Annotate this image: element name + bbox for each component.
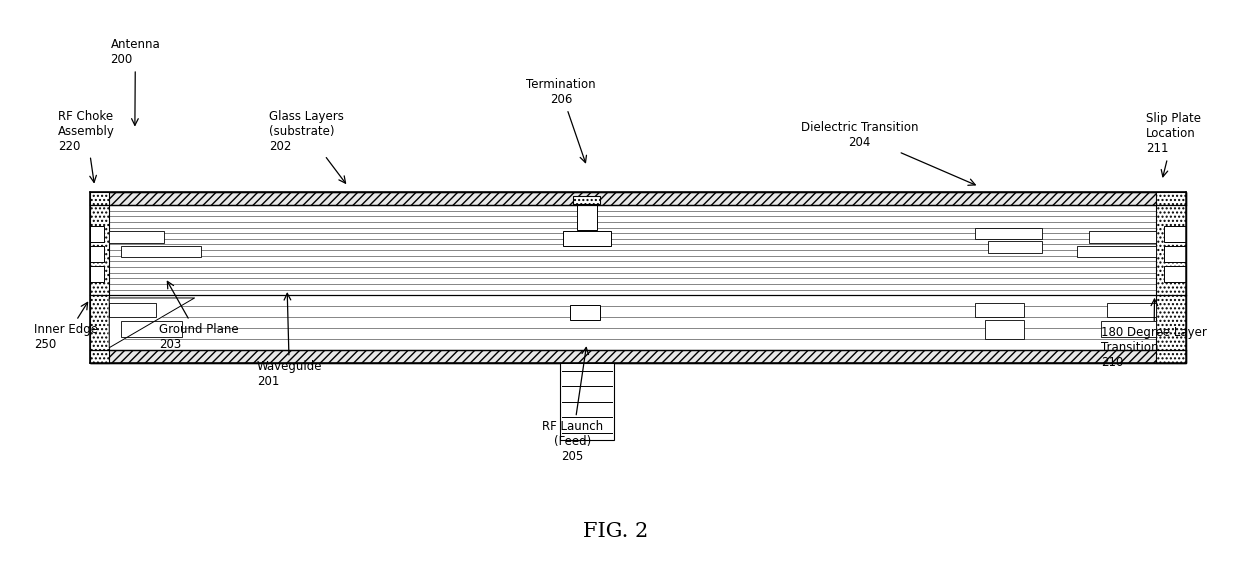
Bar [109, 304, 155, 317]
Bar [89, 192, 1187, 363]
Text: RF Choke
Assembly
220: RF Choke Assembly 220 [58, 110, 115, 182]
Bar [1076, 246, 1156, 258]
Bar [559, 363, 614, 440]
Text: 180 Degree Layer
Transition
210: 180 Degree Layer Transition 210 [1101, 299, 1207, 369]
Bar [89, 192, 1187, 205]
Bar [1089, 231, 1156, 243]
Text: Slip Plate
Location
211: Slip Plate Location 211 [1146, 112, 1202, 177]
Bar [1164, 246, 1187, 262]
Bar [89, 266, 104, 281]
Bar [89, 226, 104, 242]
Bar [122, 321, 182, 336]
Text: RF Launch
(Feed)
205: RF Launch (Feed) 205 [542, 347, 603, 463]
Bar [987, 241, 1043, 253]
Bar [1101, 321, 1156, 336]
Bar [976, 228, 1043, 239]
Bar [986, 320, 1024, 339]
Text: Ground Plane
203: Ground Plane 203 [159, 281, 239, 352]
Bar [89, 205, 1187, 295]
Text: Antenna
200: Antenna 200 [110, 39, 160, 126]
Bar [1156, 192, 1187, 363]
Bar [569, 305, 600, 320]
Text: Waveguide
201: Waveguide 201 [257, 293, 322, 388]
Text: Dielectric Transition
204: Dielectric Transition 204 [801, 121, 976, 185]
Bar [89, 192, 109, 363]
Bar [1164, 226, 1187, 242]
Bar [109, 231, 164, 243]
Text: Glass Layers
(substrate)
202: Glass Layers (substrate) 202 [269, 110, 346, 183]
Bar [573, 196, 600, 204]
Text: FIG. 2: FIG. 2 [584, 522, 649, 541]
Bar [1107, 304, 1156, 317]
Bar [577, 205, 598, 230]
Bar [89, 246, 104, 262]
Bar [1164, 266, 1187, 281]
Bar [122, 246, 201, 258]
Bar [976, 304, 1024, 317]
Polygon shape [109, 298, 195, 347]
Bar [563, 231, 611, 246]
Bar [89, 350, 1187, 363]
Text: Termination
206: Termination 206 [527, 78, 596, 162]
Bar [89, 295, 1187, 350]
Text: Inner Edge
250: Inner Edge 250 [33, 303, 98, 352]
